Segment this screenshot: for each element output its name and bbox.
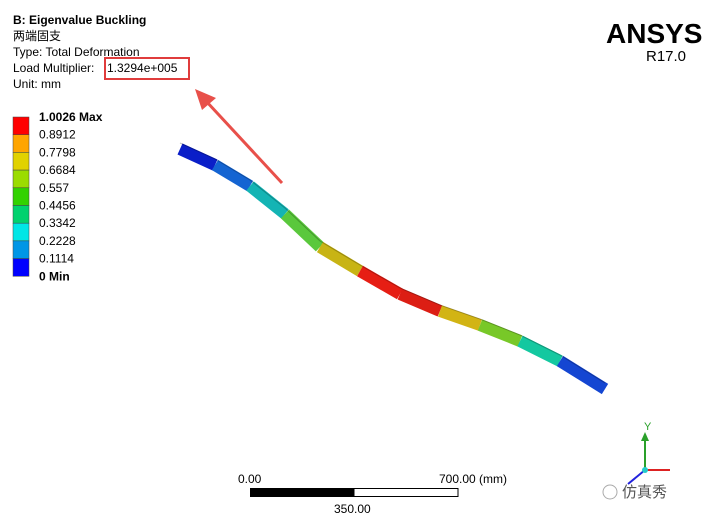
legend-swatch — [12, 187, 30, 206]
beam-segment — [211, 159, 254, 192]
beam-edge — [284, 207, 321, 242]
legend-swatch — [12, 116, 30, 135]
legend-label: 0.2228 — [39, 234, 76, 248]
legend: 1.0026 Max 0.8912 0.7798 0.6684 0.557 0.4456 0… — [12, 110, 103, 283]
beam-segment — [246, 181, 289, 219]
beam-edge — [519, 334, 561, 356]
scale-bar-white — [353, 488, 459, 497]
triad-y-head — [641, 432, 649, 441]
legend-label: 0.7798 — [39, 145, 76, 159]
legend-label: 0.1114 — [39, 252, 74, 266]
legend-swatch — [12, 240, 30, 259]
scale-start: 0.00 — [238, 472, 262, 486]
triad-label: Y — [644, 421, 652, 433]
legend-label: 0.8912 — [39, 128, 76, 142]
beam-segment — [316, 241, 364, 277]
subtitle: 两端固支 — [13, 29, 62, 43]
beam-edge — [479, 318, 521, 336]
logo: ANSYS — [606, 18, 703, 49]
beam-edge — [399, 287, 441, 306]
beam-edge — [179, 142, 216, 160]
load-label: Load Multiplier: — [13, 61, 95, 75]
version: R17.0 — [646, 48, 687, 65]
beam-edge — [559, 354, 606, 384]
beam-segment — [477, 319, 523, 347]
legend-swatch — [12, 222, 30, 242]
legend-swatch — [12, 134, 30, 153]
beam-segment — [280, 209, 325, 252]
beam-edge — [214, 158, 251, 181]
unit: Unit: mm — [13, 77, 61, 91]
beam-segment — [556, 355, 609, 395]
highlight-box — [104, 57, 190, 80]
beam-segment — [397, 288, 443, 317]
title: B: Eigenvalue Buckling — [13, 13, 147, 27]
triad-origin — [642, 467, 648, 473]
load-value: 1.3294e+005 — [107, 61, 178, 75]
legend-swatch — [12, 152, 30, 171]
beam-segment — [177, 143, 218, 171]
legend-swatch — [12, 205, 30, 224]
result-type: Type: Total Deformation — [13, 45, 140, 59]
triad-z — [627, 469, 646, 485]
legend-swatch — [12, 258, 30, 277]
beam-edge — [359, 264, 401, 289]
watermark-icon — [602, 484, 618, 500]
legend-label: 0.557 — [39, 181, 69, 195]
legend-label: 0.6684 — [39, 163, 76, 177]
beam-edge — [249, 179, 286, 209]
beam-segment — [517, 335, 563, 367]
arrow-shaft — [204, 99, 284, 185]
legend-label: 1.0026 Max — [39, 110, 103, 124]
beam-segment — [357, 265, 403, 300]
scale-mid: 350.00 — [334, 502, 371, 516]
beam-segment — [438, 305, 482, 331]
beam-edge — [439, 304, 481, 320]
legend-label: 0.3342 — [39, 216, 76, 230]
arrow-head — [195, 89, 216, 110]
scale-end: 700.00 (mm) — [439, 472, 508, 486]
beam-edge — [319, 240, 361, 266]
scale-bar-black — [250, 488, 354, 497]
deformed-beam — [177, 142, 609, 395]
legend-swatch — [12, 169, 30, 189]
legend-label: 0 Min — [39, 269, 70, 283]
legend-label: 0.4456 — [39, 199, 76, 213]
watermark: 仿真秀 — [622, 484, 668, 501]
